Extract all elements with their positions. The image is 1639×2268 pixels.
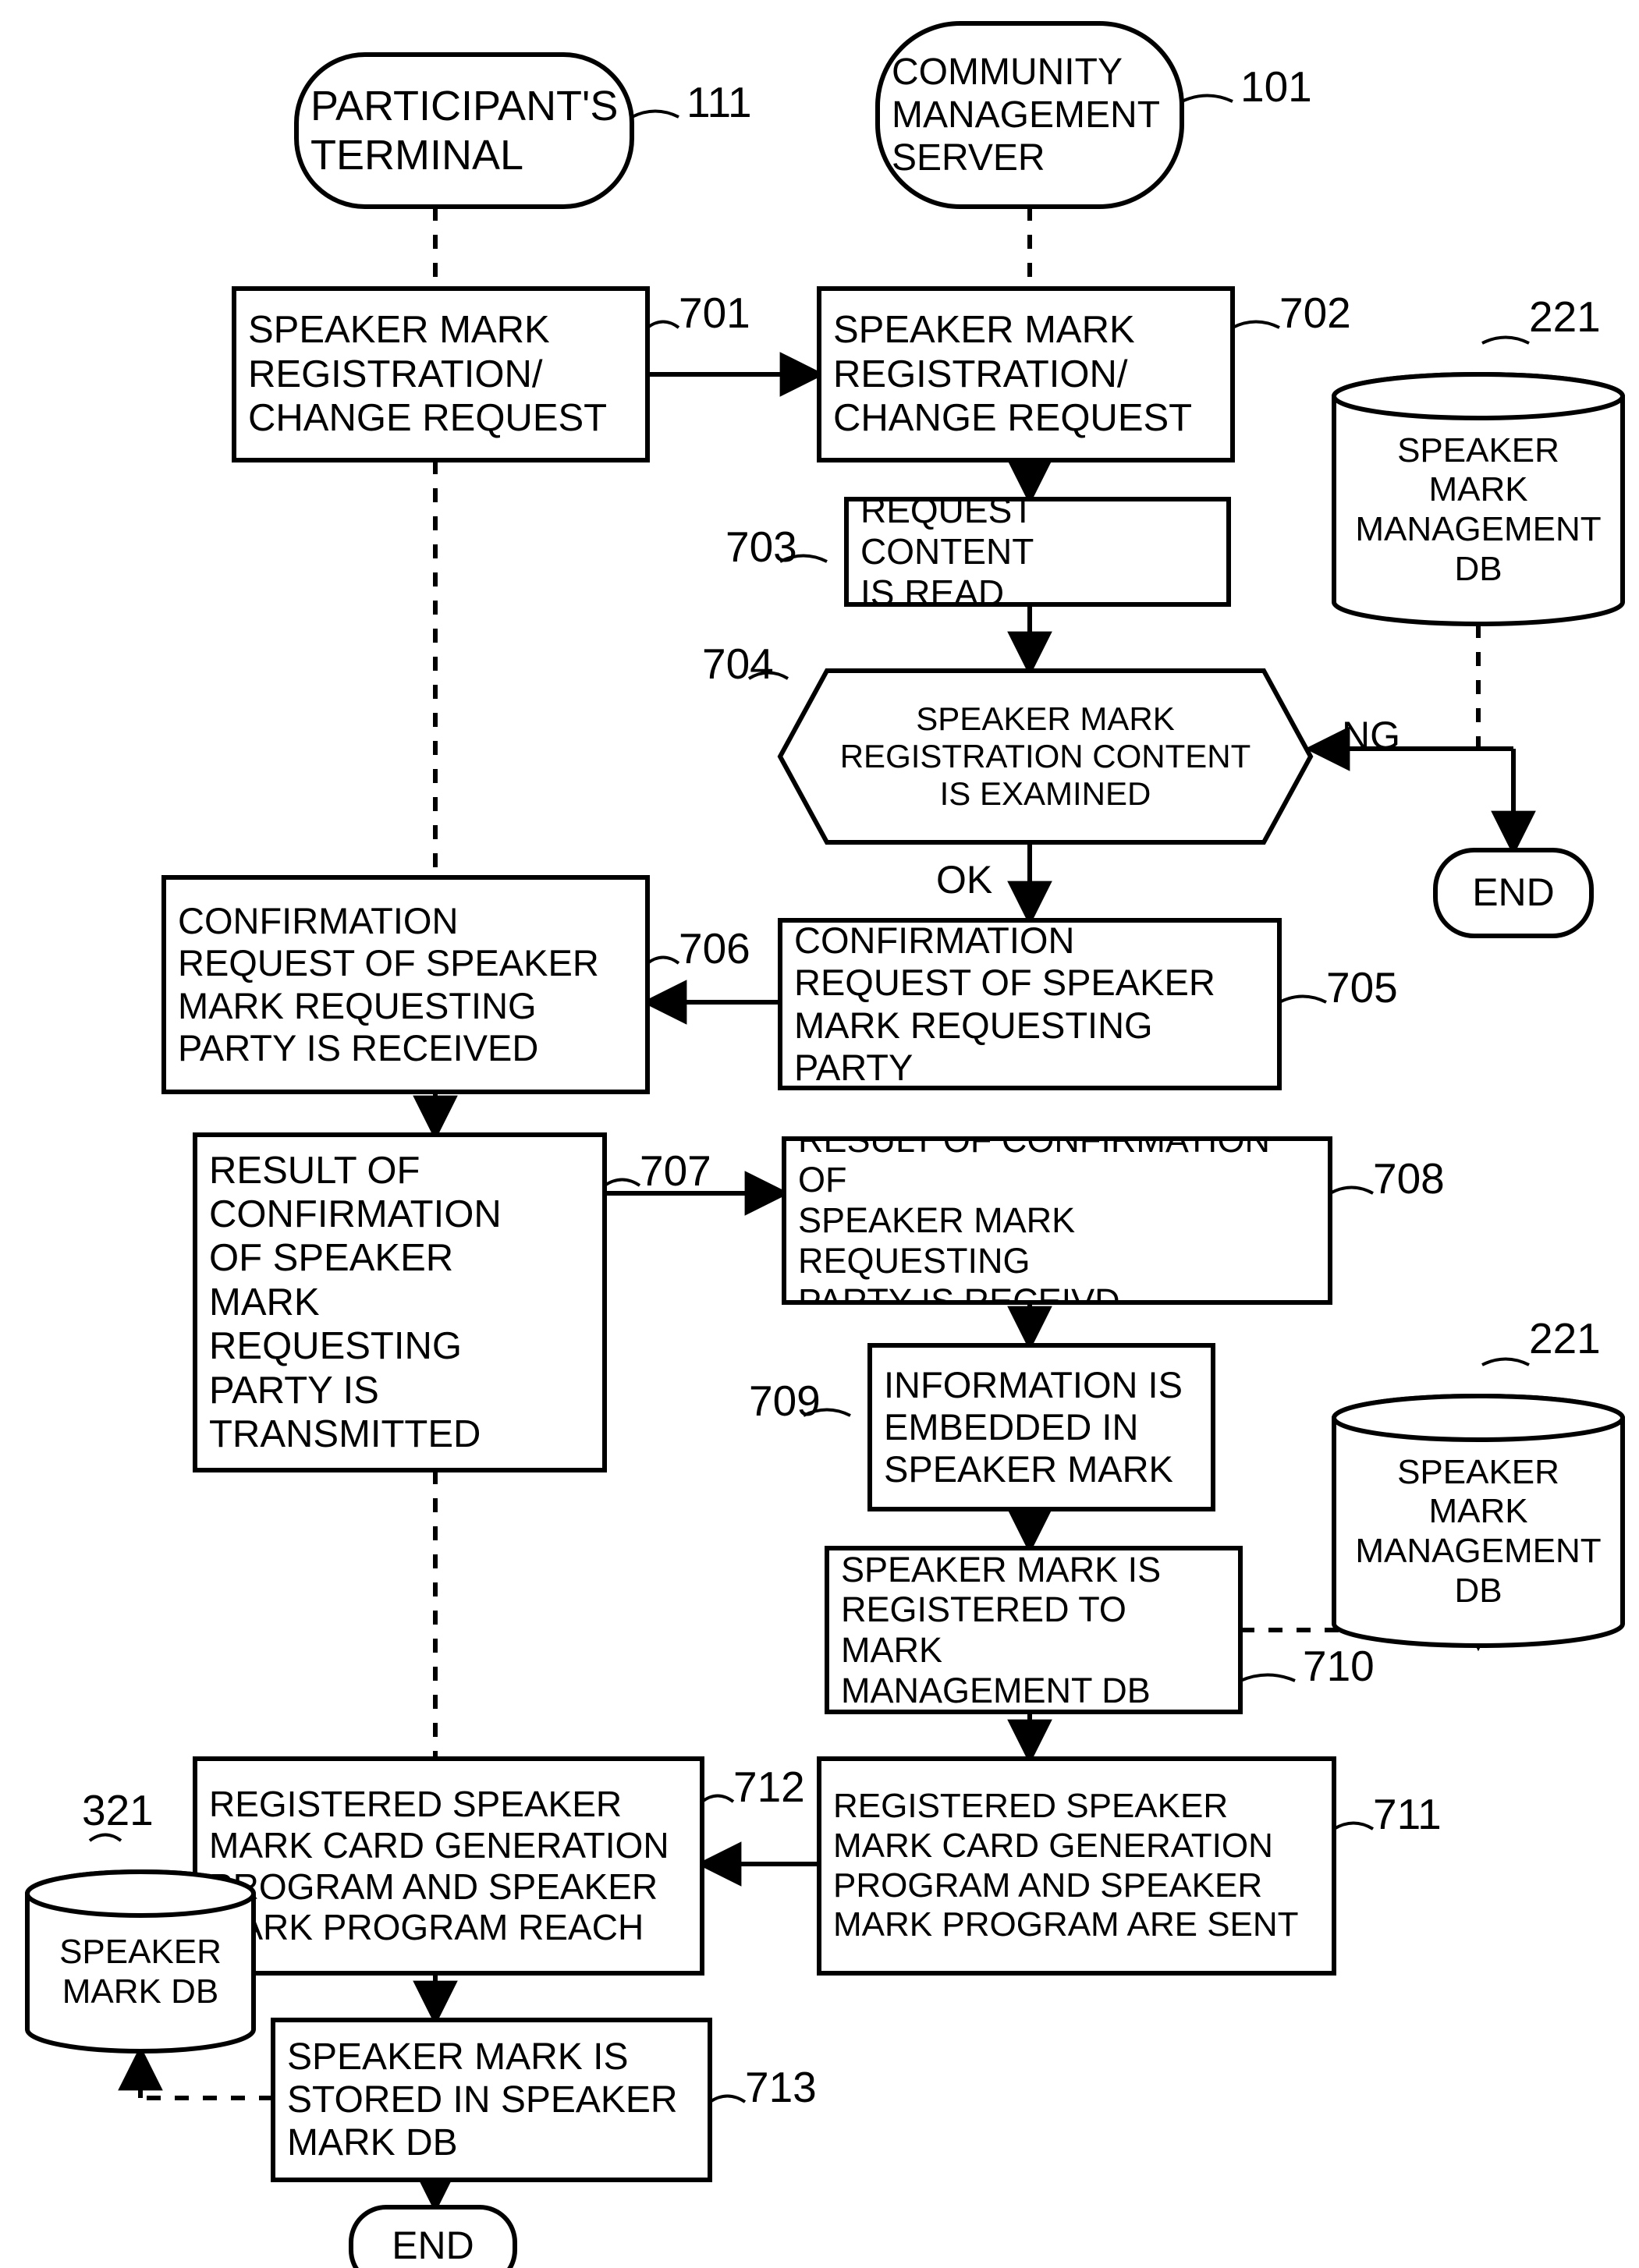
node-n710: SPEAKER MARK IS REGISTERED TO MARK MANAG…	[827, 1548, 1240, 1712]
node-text: CONFIRMATION REQUEST OF SPEAKER MARK REQ…	[164, 877, 647, 1092]
label-702: 702	[1279, 289, 1351, 337]
label-708: 708	[1373, 1154, 1445, 1203]
node-text: INFORMATION IS EMBEDDED IN SPEAKER MARK	[870, 1345, 1213, 1509]
node-n712: REGISTERED SPEAKER MARK CARD GENERATION …	[195, 1759, 702, 1973]
node-n111: PARTICIPANT'S TERMINAL	[296, 55, 632, 207]
node-text: SPEAKER MARK IS REGISTERED TO MARK MANAG…	[827, 1548, 1240, 1712]
label-221: 221	[1529, 292, 1601, 341]
label-709: 709	[749, 1377, 821, 1425]
node-text: REGISTERED SPEAKER MARK CARD GENERATION …	[195, 1759, 702, 1973]
node-text: SPEAKER MARK IS STORED IN SPEAKER MARK D…	[273, 2020, 710, 2180]
node-text: SPEAKER MARK MANAGEMENT DB	[1334, 1429, 1623, 1635]
node-n706: CONFIRMATION REQUEST OF SPEAKER MARK REQ…	[164, 877, 647, 1092]
node-n704: SPEAKER MARK REGISTRATION CONTENT IS EXA…	[780, 671, 1311, 842]
label-706: 706	[679, 924, 750, 973]
label-701: 701	[679, 289, 750, 337]
node-text: REQUEST CONTENT IS READ	[846, 499, 1229, 604]
node-text: SPEAKER MARK REGISTRATION/ CHANGE REQUES…	[234, 289, 647, 460]
node-text: SPEAKER MARK REGISTRATION CONTENT IS EXA…	[804, 671, 1287, 842]
node-text: COMMUNITY MANAGEMENT SERVER	[878, 23, 1182, 207]
node-n702: SPEAKER MARK REGISTRATION/ CHANGE REQUES…	[819, 289, 1233, 460]
node-text: SPEAKER MARK DB	[27, 1905, 254, 2040]
node-n708: RESULT OF CONFIRMATION OF SPEAKER MARK R…	[784, 1139, 1330, 1302]
node-n713: SPEAKER MARK IS STORED IN SPEAKER MARK D…	[273, 2020, 710, 2180]
label-101: 101	[1240, 62, 1312, 111]
node-text: SPEAKER MARK MANAGEMENT DB	[1334, 407, 1623, 613]
node-text: CONFIRMATION REQUEST OF SPEAKER MARK REQ…	[780, 920, 1279, 1088]
label-NG: NG	[1342, 714, 1400, 757]
node-end2: END	[351, 2207, 515, 2268]
node-text: RESULT OF CONFIRMATION OF SPEAKER MARK R…	[195, 1135, 605, 1470]
node-end1: END	[1435, 850, 1591, 936]
node-n703: REQUEST CONTENT IS READ	[846, 499, 1229, 604]
node-text: SPEAKER MARK REGISTRATION/ CHANGE REQUES…	[819, 289, 1233, 460]
label-707: 707	[640, 1146, 711, 1195]
label-713: 713	[745, 2063, 817, 2111]
flowchart-canvas: PARTICIPANT'S TERMINAL COMMUNITY MANAGEME…	[0, 0, 1639, 2268]
node-n701: SPEAKER MARK REGISTRATION/ CHANGE REQUES…	[234, 289, 647, 460]
node-db221a: SPEAKER MARK MANAGEMENT DB	[1334, 374, 1623, 624]
label-711: 711	[1373, 1790, 1442, 1838]
label-703: 703	[725, 523, 797, 571]
node-text: END	[1435, 850, 1591, 936]
node-text: REGISTERED SPEAKER MARK CARD GENERATION …	[819, 1759, 1334, 1973]
label-705: 705	[1326, 963, 1398, 1012]
label-111: 111	[686, 78, 752, 126]
node-n709: INFORMATION IS EMBEDDED IN SPEAKER MARK	[870, 1345, 1213, 1509]
label-710: 710	[1303, 1642, 1375, 1690]
node-text: RESULT OF CONFIRMATION OF SPEAKER MARK R…	[784, 1139, 1330, 1302]
node-text: END	[351, 2207, 515, 2268]
label-221: 221	[1529, 1314, 1601, 1363]
node-db221b: SPEAKER MARK MANAGEMENT DB	[1334, 1396, 1623, 1646]
label-704: 704	[702, 640, 774, 688]
label-321: 321	[82, 1786, 154, 1834]
node-text: PARTICIPANT'S TERMINAL	[296, 55, 632, 207]
label-712: 712	[733, 1763, 805, 1811]
node-n101: COMMUNITY MANAGEMENT SERVER	[878, 23, 1182, 207]
node-db321: SPEAKER MARK DB	[27, 1872, 254, 2051]
node-n705: CONFIRMATION REQUEST OF SPEAKER MARK REQ…	[780, 920, 1279, 1088]
label-OK: OK	[936, 858, 992, 902]
node-n711: REGISTERED SPEAKER MARK CARD GENERATION …	[819, 1759, 1334, 1973]
node-n707: RESULT OF CONFIRMATION OF SPEAKER MARK R…	[195, 1135, 605, 1470]
